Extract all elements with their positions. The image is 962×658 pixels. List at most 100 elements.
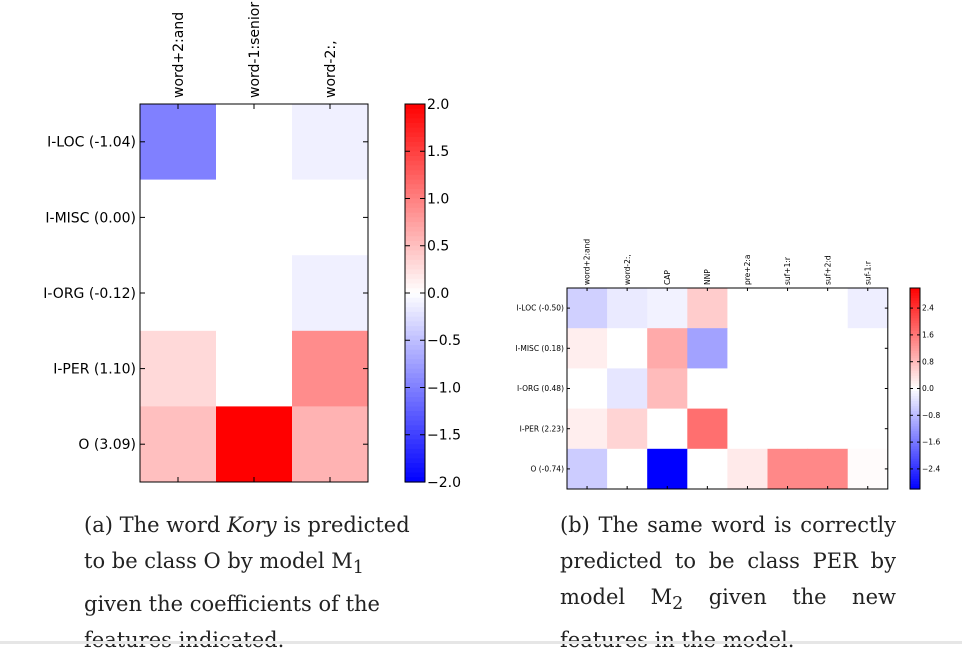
colorbar-tick-label: 0.5 (427, 239, 449, 255)
row-label: I-LOC (-1.04) (47, 135, 136, 151)
colorbar-segment (910, 335, 920, 339)
colorbar-segment (910, 446, 920, 450)
colorbar-tick-label: −1.5 (427, 428, 461, 444)
heatmap-cell (727, 368, 768, 410)
colorbar-segment (405, 189, 425, 195)
colorbar-segment (405, 453, 425, 459)
colorbar-segment (405, 378, 425, 384)
row-label: I-ORG (0.48) (517, 384, 564, 393)
colorbar-segment (405, 245, 425, 252)
colorbar-segment (405, 420, 425, 426)
heatmap-cell (847, 328, 889, 369)
colorbar-segment (910, 441, 920, 445)
heatmap-cell (807, 368, 849, 410)
row-label: I-ORG (-0.12) (43, 286, 136, 302)
heatmap-cell (647, 328, 688, 369)
colorbar-segment (405, 146, 425, 152)
heatmap-cell (687, 328, 728, 369)
colorbar-segment (405, 302, 425, 308)
colorbar-segment (405, 382, 425, 389)
heatmap-cell (727, 288, 768, 329)
heatmap-cell (216, 179, 293, 256)
colorbar-segment (910, 411, 920, 415)
colorbar-segment (405, 259, 425, 266)
heatmap-cell (807, 448, 849, 490)
column-label: word-2:, (323, 40, 339, 98)
colorbar-segment (405, 387, 425, 393)
colorbar-segment (910, 388, 920, 392)
colorbar-segment (405, 311, 425, 318)
colorbar-segment (405, 415, 425, 422)
colorbar-segment (405, 330, 425, 337)
heatmap-cell (807, 328, 849, 369)
colorbar-tick-label: 1.0 (427, 191, 449, 207)
colorbar-segment (405, 326, 425, 332)
heatmap-cell (140, 179, 217, 256)
heatmap-cell (216, 330, 293, 407)
colorbar-segment (405, 373, 425, 379)
colorbar-segment (910, 298, 920, 302)
colorbar-segment (405, 472, 425, 478)
colorbar-segment (910, 380, 920, 385)
colorbar-segment (405, 430, 425, 436)
colorbar-segment (910, 451, 920, 455)
colorbar-segment (405, 241, 425, 247)
colorbar-segment (405, 222, 425, 228)
colorbar-segment (405, 425, 425, 431)
colorbar-segment (910, 456, 920, 460)
colorbar-segment (405, 368, 425, 374)
heatmap-cell (607, 408, 648, 450)
column-label: word-2:, (623, 254, 632, 285)
colorbar-segment (405, 236, 425, 242)
colorbar-segment (405, 207, 425, 214)
colorbar-segment (910, 436, 920, 440)
colorbar-segment (910, 468, 920, 473)
column-label: CAP (663, 270, 672, 285)
colorbar-tick-label: −2.4 (922, 465, 940, 474)
colorbar-segment (910, 478, 920, 483)
colorbar-segment (910, 323, 920, 327)
colorbar-segment (910, 393, 920, 397)
colorbar-segment (910, 408, 920, 412)
colorbar-segment (405, 344, 425, 351)
colorbar-segment (405, 155, 425, 162)
colorbar-segment (405, 401, 425, 407)
colorbar-segment (405, 137, 425, 143)
colorbar-segment (910, 373, 920, 377)
colorbar-segment (910, 416, 920, 420)
colorbar-segment (405, 359, 425, 365)
colorbar-segment (910, 463, 920, 467)
colorbar-tick-label: −1.6 (922, 438, 940, 447)
heatmap-cell (292, 406, 369, 483)
colorbar-segment (910, 313, 920, 317)
caption-a-word: Kory (227, 513, 277, 537)
colorbar-segment (910, 398, 920, 402)
colorbar-segment (405, 463, 425, 469)
colorbar-segment (910, 350, 920, 354)
colorbar-segment (910, 403, 920, 407)
colorbar-segment (910, 368, 920, 372)
colorbar-segment (405, 170, 425, 176)
colorbar-segment (405, 264, 425, 270)
colorbar-segment (405, 297, 425, 304)
heatmap-cell (607, 448, 648, 490)
heatmap-cell (767, 408, 809, 450)
row-label: I-PER (2.23) (520, 424, 564, 433)
column-label: word+2:and (171, 12, 187, 98)
colorbar-tick-label: −0.5 (427, 333, 461, 349)
colorbar-tick-label: 0.8 (922, 357, 934, 366)
colorbar-segment (405, 108, 425, 115)
heatmap-cell (767, 368, 809, 410)
colorbar-segment (910, 413, 920, 417)
colorbar-segment (910, 305, 920, 309)
colorbar-segment (910, 443, 920, 447)
heatmap-cell (216, 255, 293, 332)
colorbar-segment (405, 250, 425, 256)
heatmap-cell (807, 408, 849, 450)
colorbar-segment (910, 423, 920, 427)
caption-a-subscript: 1 (352, 558, 364, 579)
heatmap-cell (567, 408, 608, 450)
colorbar-segment (405, 184, 425, 190)
row-label: I-LOC (-0.50) (516, 304, 564, 313)
